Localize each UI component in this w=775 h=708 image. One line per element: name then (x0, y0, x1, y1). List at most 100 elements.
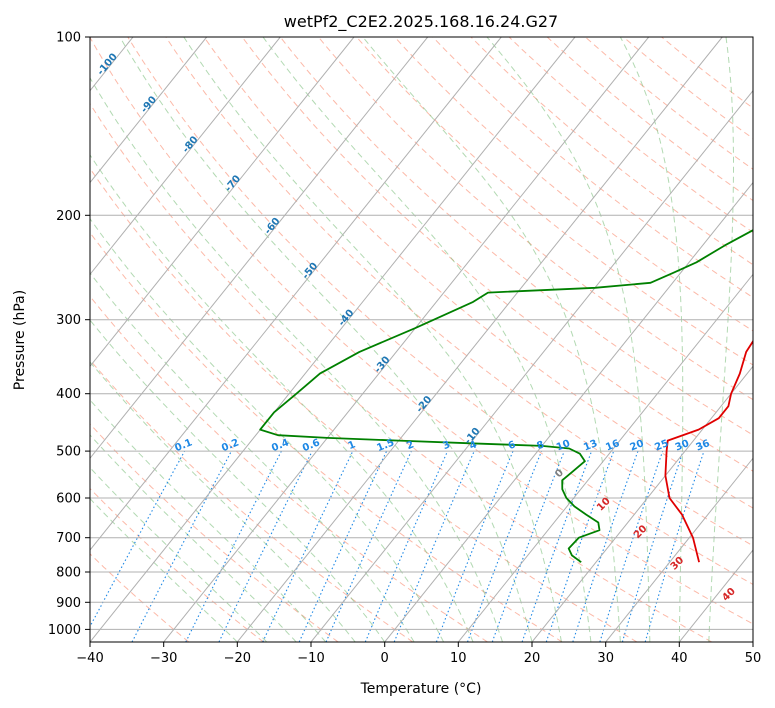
isotherm (0, 37, 59, 642)
mixing-ratio-label: 16 (604, 438, 621, 453)
isotherm (236, 37, 723, 642)
isotherm-label: -20 (414, 394, 434, 415)
mixing-ratio-line (185, 450, 282, 642)
moist-adiabat (90, 319, 386, 642)
isotherm (90, 37, 429, 460)
dry-adiabat (90, 231, 563, 642)
moist-adiabat (90, 466, 268, 642)
moist-adiabat (183, 37, 562, 642)
mixing-ratio-label: 13 (582, 438, 599, 453)
x-axis-label: Temperature (°C) (360, 681, 482, 697)
mixing-ratio-line (621, 450, 684, 642)
moist-adiabat (708, 37, 734, 642)
moist-adiabat (90, 217, 445, 642)
dry-adiabat (318, 37, 753, 401)
mixing-ratio-label: 0.6 (301, 437, 322, 454)
dry-adiabat (470, 37, 753, 266)
y-tick-label: 100 (56, 31, 81, 46)
moist-adiabat (90, 434, 297, 642)
dewpoint-profile (259, 229, 753, 563)
dry-adiabat (90, 423, 339, 642)
axis-ticks: −40 −30 −20 −10 0 10 20 30 40 5010020030040050060… (48, 31, 761, 667)
x-tick-label: −20 (224, 651, 251, 666)
chart-title: wetPf2_C2E2.2025.168.16.24.G27 (284, 12, 558, 32)
mixing-ratio-label: 4 (468, 439, 479, 452)
mixing-ratio-line (325, 450, 412, 642)
y-tick-label: 800 (56, 566, 81, 581)
dry-adiabat (90, 167, 638, 642)
isotherm (384, 181, 753, 642)
moist-adiabat (90, 361, 356, 642)
isotherm (310, 89, 753, 642)
isotherm (90, 37, 502, 551)
y-tick-label: 900 (56, 596, 81, 611)
isotherm-label: -90 (139, 94, 159, 115)
x-tick-label: 40 (671, 651, 688, 666)
isotherm-label: -70 (223, 173, 243, 194)
mixing-ratio-line (599, 450, 664, 642)
dry-adiabat (90, 553, 190, 642)
mixing-ratio-label: 20 (629, 438, 646, 453)
mixing-ratio-label: 30 (674, 438, 691, 453)
dry-adiabat (127, 37, 753, 586)
isotherm (90, 37, 576, 642)
isotherm (90, 37, 208, 184)
x-tick-label: −10 (297, 651, 324, 666)
isotherm (457, 273, 753, 642)
mixing-ratio-line (364, 450, 449, 642)
mixing-ratio-label: 8 (535, 439, 546, 452)
mixing-ratio-line (218, 450, 313, 642)
mixing-ratio-label: 3 (441, 439, 452, 452)
moist-adiabat (262, 37, 592, 642)
mixing-ratio-label: 1 (347, 439, 358, 452)
isotherm (531, 365, 753, 642)
mixing-ratio-line (298, 450, 388, 642)
y-axis-label: Pressure (hPa) (12, 290, 28, 390)
moist-adiabat (90, 76, 503, 642)
isotherm-label: -40 (336, 308, 356, 329)
moist-adiabat (90, 154, 474, 642)
mixing-ratio-line (466, 450, 543, 642)
isotherm-label: -30 (373, 355, 393, 376)
dry-adiabat-label: 40 (720, 586, 738, 604)
isotherm (90, 37, 281, 276)
dry-adiabat-label: 30 (669, 555, 687, 573)
dry-adiabat (90, 37, 753, 625)
dry-adiabat (90, 359, 414, 642)
mixing-ratio-line (572, 450, 639, 642)
isotherm (90, 37, 355, 368)
moist-adiabat (486, 37, 651, 642)
mixing-ratio-label: 25 (653, 438, 670, 453)
mixing-ratio-label: 0.2 (220, 437, 241, 454)
data-series (259, 229, 753, 563)
x-tick-label: 0 (381, 651, 389, 666)
dry-adiabat (356, 37, 753, 366)
mixing-ratio-line (521, 450, 593, 642)
x-tick-label: 50 (745, 651, 762, 666)
dry-adiabat (584, 37, 753, 170)
moist-adiabat (119, 37, 533, 642)
mixing-ratio-label: 2 (405, 439, 416, 452)
mixing-ratio-line (491, 450, 565, 642)
dry-adiabat (165, 37, 753, 547)
mixing-ratio-line (262, 450, 354, 642)
mixing-ratio-label: 10 (555, 438, 572, 453)
dry-adiabat (90, 102, 712, 642)
y-tick-label: 300 (56, 313, 81, 328)
isotherm-label: -100 (95, 51, 120, 77)
dry-adiabat (90, 295, 488, 642)
dry-adiabat (90, 487, 264, 642)
x-tick-label: 10 (450, 651, 467, 666)
mixing-ratio-label: 6 (507, 439, 518, 452)
moist-adiabat (619, 37, 684, 642)
isotherm (605, 457, 753, 642)
mixing-ratio-line (545, 450, 615, 642)
x-tick-label: 30 (597, 651, 614, 666)
moist-adiabat (90, 497, 238, 642)
x-tick-label: −30 (150, 651, 177, 666)
mixing-ratio-label: 0.1 (173, 437, 194, 454)
dry-adiabat (508, 37, 753, 233)
isotherm-label: -60 (263, 216, 283, 237)
y-tick-label: 700 (56, 531, 81, 546)
